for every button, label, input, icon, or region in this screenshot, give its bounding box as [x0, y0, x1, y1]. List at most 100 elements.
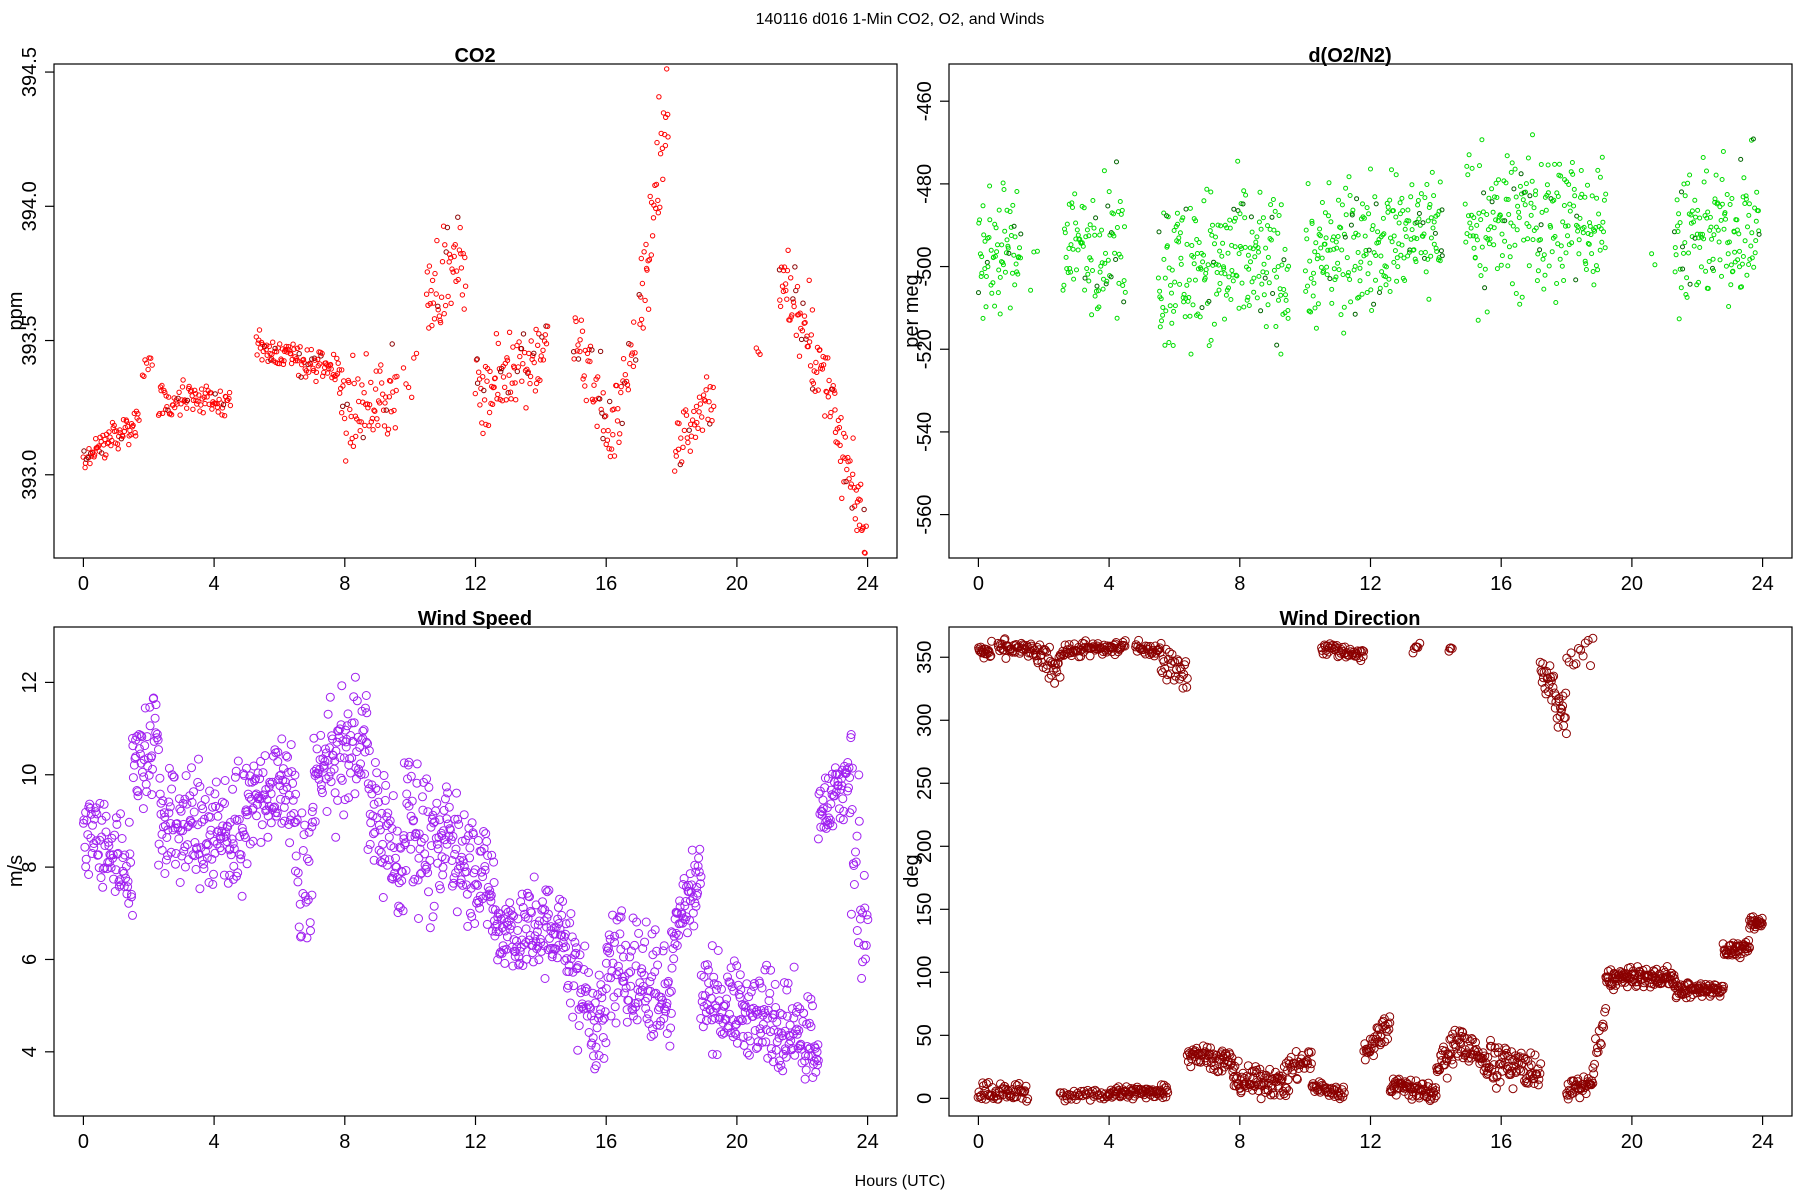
o2-data-point: [995, 290, 1001, 296]
o2-data-point: [1216, 287, 1222, 293]
speed-data-point: [758, 1010, 768, 1020]
o2-data-point: [1422, 255, 1427, 261]
direction-data-point: [1443, 1049, 1453, 1059]
co2-xtick-label: 24: [856, 573, 878, 595]
direction-data-point: [1279, 1089, 1289, 1099]
o2-data-point: [1247, 245, 1253, 251]
direction-data-point: [1530, 1050, 1540, 1060]
speed-data-point: [322, 807, 332, 816]
co2-data-point: [281, 358, 287, 364]
co2-data-point: [835, 417, 842, 424]
o2-data-point: [978, 274, 984, 279]
speed-data-point: [584, 968, 593, 977]
o2-data-point: [1099, 227, 1104, 233]
co2-data-point: [484, 378, 490, 384]
speed-data-point: [687, 880, 697, 890]
o2-data-point: [1286, 263, 1292, 269]
co2-data-point: [594, 423, 600, 429]
o2-plot-frame: [948, 63, 1793, 559]
speed-data-point: [844, 783, 853, 793]
o2-data-point: [1111, 211, 1116, 217]
speed-data-point: [565, 918, 575, 928]
o2-data-point: [1438, 248, 1444, 254]
o2-data-point: [1737, 264, 1742, 270]
speed-data-point: [698, 1022, 708, 1032]
o2-data-point: [1387, 197, 1393, 203]
speed-data-point: [613, 961, 623, 971]
speed-data-point: [515, 946, 525, 956]
o2-data-point: [1015, 271, 1021, 277]
direction-data-point: [1573, 1074, 1583, 1084]
speed-data-point: [406, 844, 416, 854]
o2-data-point: [1514, 227, 1520, 233]
co2-data-point: [165, 394, 172, 400]
co2-data-point: [409, 394, 415, 400]
o2-data-point: [1751, 264, 1757, 270]
speed-data-point: [424, 782, 434, 792]
o2-data-point: [1084, 266, 1090, 271]
speed-data-point: [828, 821, 838, 831]
speed-data-point: [861, 954, 870, 964]
direction-data-point: [1148, 645, 1158, 655]
speed-data-point: [797, 1058, 807, 1068]
speed-data-point: [793, 1002, 803, 1012]
speed-data-point: [777, 1010, 787, 1020]
speed-data-point: [666, 1023, 676, 1033]
o2-data-point: [1429, 169, 1435, 175]
direction-data-point: [1017, 644, 1027, 654]
co2-data-point: [701, 397, 707, 403]
o2-data-point: [1464, 163, 1470, 169]
o2-data-point: [1177, 230, 1183, 236]
o2-data-point: [1361, 215, 1367, 221]
co2-data-point: [217, 388, 224, 394]
co2-data-point: [836, 424, 843, 431]
speed-data-point: [566, 909, 576, 919]
speed-data-point: [444, 802, 454, 812]
o2-data-point: [1243, 192, 1249, 198]
o2-data-point: [1183, 206, 1189, 212]
o2-data-point: [1687, 172, 1693, 178]
o2-data-point: [1544, 182, 1550, 188]
o2-data-point: [1191, 254, 1197, 260]
o2-data-point: [977, 251, 983, 257]
speed-data-point: [584, 1028, 594, 1037]
speed-data-point: [400, 838, 410, 848]
co2-data-point: [637, 321, 643, 327]
o2-data-point: [1342, 234, 1348, 240]
speed-data-point: [109, 874, 119, 884]
o2-data-point: [1087, 222, 1093, 228]
co2-data-point: [783, 287, 789, 294]
speed-data-point: [129, 760, 139, 770]
co2-data-point: [638, 316, 645, 323]
speed-data-point: [128, 910, 137, 920]
o2-data-point: [1267, 226, 1273, 232]
speed-data-point: [438, 870, 448, 880]
o2-data-point: [1672, 245, 1678, 251]
speed-xtick-label: 20: [726, 1131, 748, 1153]
o2-data-point: [1426, 205, 1432, 210]
o2-data-point: [1324, 272, 1330, 278]
speed-data-point: [480, 862, 490, 871]
o2-data-point: [1208, 189, 1214, 195]
direction-data-point: [1156, 638, 1166, 648]
o2-data-point: [1227, 217, 1233, 223]
o2-data-point: [1406, 218, 1412, 224]
speed-data-point: [159, 808, 169, 818]
o2-data-point: [1017, 245, 1022, 251]
speed-data-point: [394, 878, 404, 888]
o2-data-point: [1181, 291, 1187, 297]
o2-data-point: [1339, 247, 1345, 253]
direction-ytick-label: 150: [914, 893, 936, 926]
o2-data-point: [1558, 173, 1564, 179]
speed-data-point: [267, 777, 277, 787]
speed-data-point: [545, 944, 555, 953]
co2-xtick-label: 4: [209, 573, 220, 595]
speed-data-point: [395, 903, 405, 913]
speed-data-point: [425, 923, 435, 933]
o2-data-point: [1318, 245, 1324, 251]
speed-data-point: [601, 958, 611, 968]
co2-data-point: [826, 377, 832, 384]
speed-data-point: [354, 764, 364, 774]
speed-data-point: [813, 834, 823, 844]
speed-data-point: [847, 763, 857, 773]
